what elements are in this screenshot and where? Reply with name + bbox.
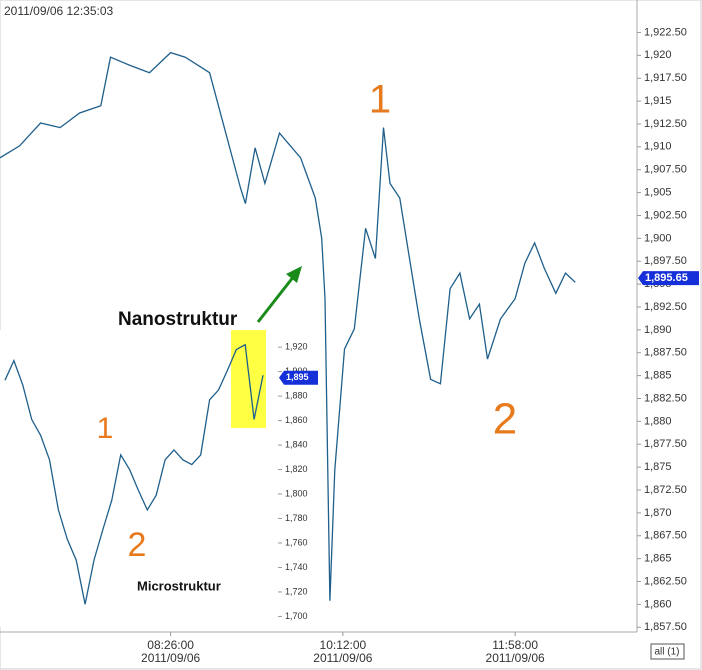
y-tick-label: 1,870 xyxy=(644,507,672,519)
price-tag-label: 1,895 xyxy=(286,372,309,382)
y-tick-label: 1,780 xyxy=(285,513,308,523)
y-tick-label: 1,920 xyxy=(285,342,308,352)
annotation: 2 xyxy=(493,395,517,444)
y-tick-label: 1,882.50 xyxy=(644,392,687,404)
y-tick-label: 1,862.50 xyxy=(644,575,687,587)
y-tick-label: 1,920 xyxy=(644,49,672,61)
y-tick-label: 1,865 xyxy=(644,553,672,565)
annotation: Nanostruktur xyxy=(118,309,238,330)
x-tick-date: 2011/09/06 xyxy=(486,651,545,665)
chart-title: 2011/09/06 12:35:03 xyxy=(4,4,114,18)
y-tick-label: 1,912.50 xyxy=(644,118,687,130)
y-tick-label: 1,857.50 xyxy=(644,621,687,633)
y-tick-label: 1,900 xyxy=(644,232,672,244)
y-tick-label: 1,740 xyxy=(285,562,308,572)
range-button-label[interactable]: all (1) xyxy=(654,647,679,658)
price-tag-label: 1,895.65 xyxy=(645,272,688,284)
y-tick-label: 1,877.50 xyxy=(644,438,687,450)
x-tick-label: 11:58:00 xyxy=(492,638,538,652)
y-tick-label: 1,880 xyxy=(285,390,308,400)
y-tick-label: 1,820 xyxy=(285,464,308,474)
highlight xyxy=(231,330,266,428)
y-tick-label: 1,860 xyxy=(644,598,672,610)
y-tick-label: 1,872.50 xyxy=(644,484,687,496)
inset-title: Microstruktur xyxy=(137,578,221,593)
y-tick-label: 1,915 xyxy=(644,95,672,107)
y-tick-label: 1,905 xyxy=(644,186,672,198)
y-tick-label: 1,910 xyxy=(644,141,672,153)
annotation: 1 xyxy=(369,78,391,122)
price-line xyxy=(4,343,264,605)
arrow-head xyxy=(286,266,302,283)
y-tick-label: 1,760 xyxy=(285,537,308,547)
y-tick-label: 1,902.50 xyxy=(644,209,687,221)
y-tick-label: 1,887.50 xyxy=(644,347,687,359)
range-button[interactable] xyxy=(650,643,685,660)
y-tick-label: 1,720 xyxy=(285,586,308,596)
y-tick-label: 1,875 xyxy=(644,461,672,473)
x-tick-date: 2011/09/06 xyxy=(313,651,372,665)
y-tick-label: 1,892.50 xyxy=(644,301,687,313)
x-tick-label: 08:26:00 xyxy=(147,638,194,652)
y-tick-label: 1,800 xyxy=(285,488,308,498)
y-tick-label: 1,885 xyxy=(644,370,672,382)
y-tick-label: 1,700 xyxy=(285,611,308,621)
x-tick-date: 2011/09/06 xyxy=(141,651,200,665)
y-tick-label: 1,867.50 xyxy=(644,530,687,542)
x-tick-label: 10:12:00 xyxy=(320,638,367,652)
price-tag xyxy=(638,271,699,286)
y-tick-label: 1,922.50 xyxy=(644,26,687,38)
price-tag xyxy=(279,370,318,385)
y-tick-label: 1,880 xyxy=(644,415,672,427)
price-line xyxy=(0,51,576,601)
y-tick-label: 1,917.50 xyxy=(644,72,687,84)
annotation: 1 xyxy=(97,412,114,445)
y-tick-label: 1,860 xyxy=(285,415,308,425)
y-tick-label: 1,907.50 xyxy=(644,164,687,176)
y-tick-label: 1,890 xyxy=(644,324,672,336)
arrow xyxy=(256,275,296,323)
y-tick-label: 1,840 xyxy=(285,439,308,449)
y-tick-label: 1,897.50 xyxy=(644,255,687,267)
annotation: 2 xyxy=(128,526,147,564)
